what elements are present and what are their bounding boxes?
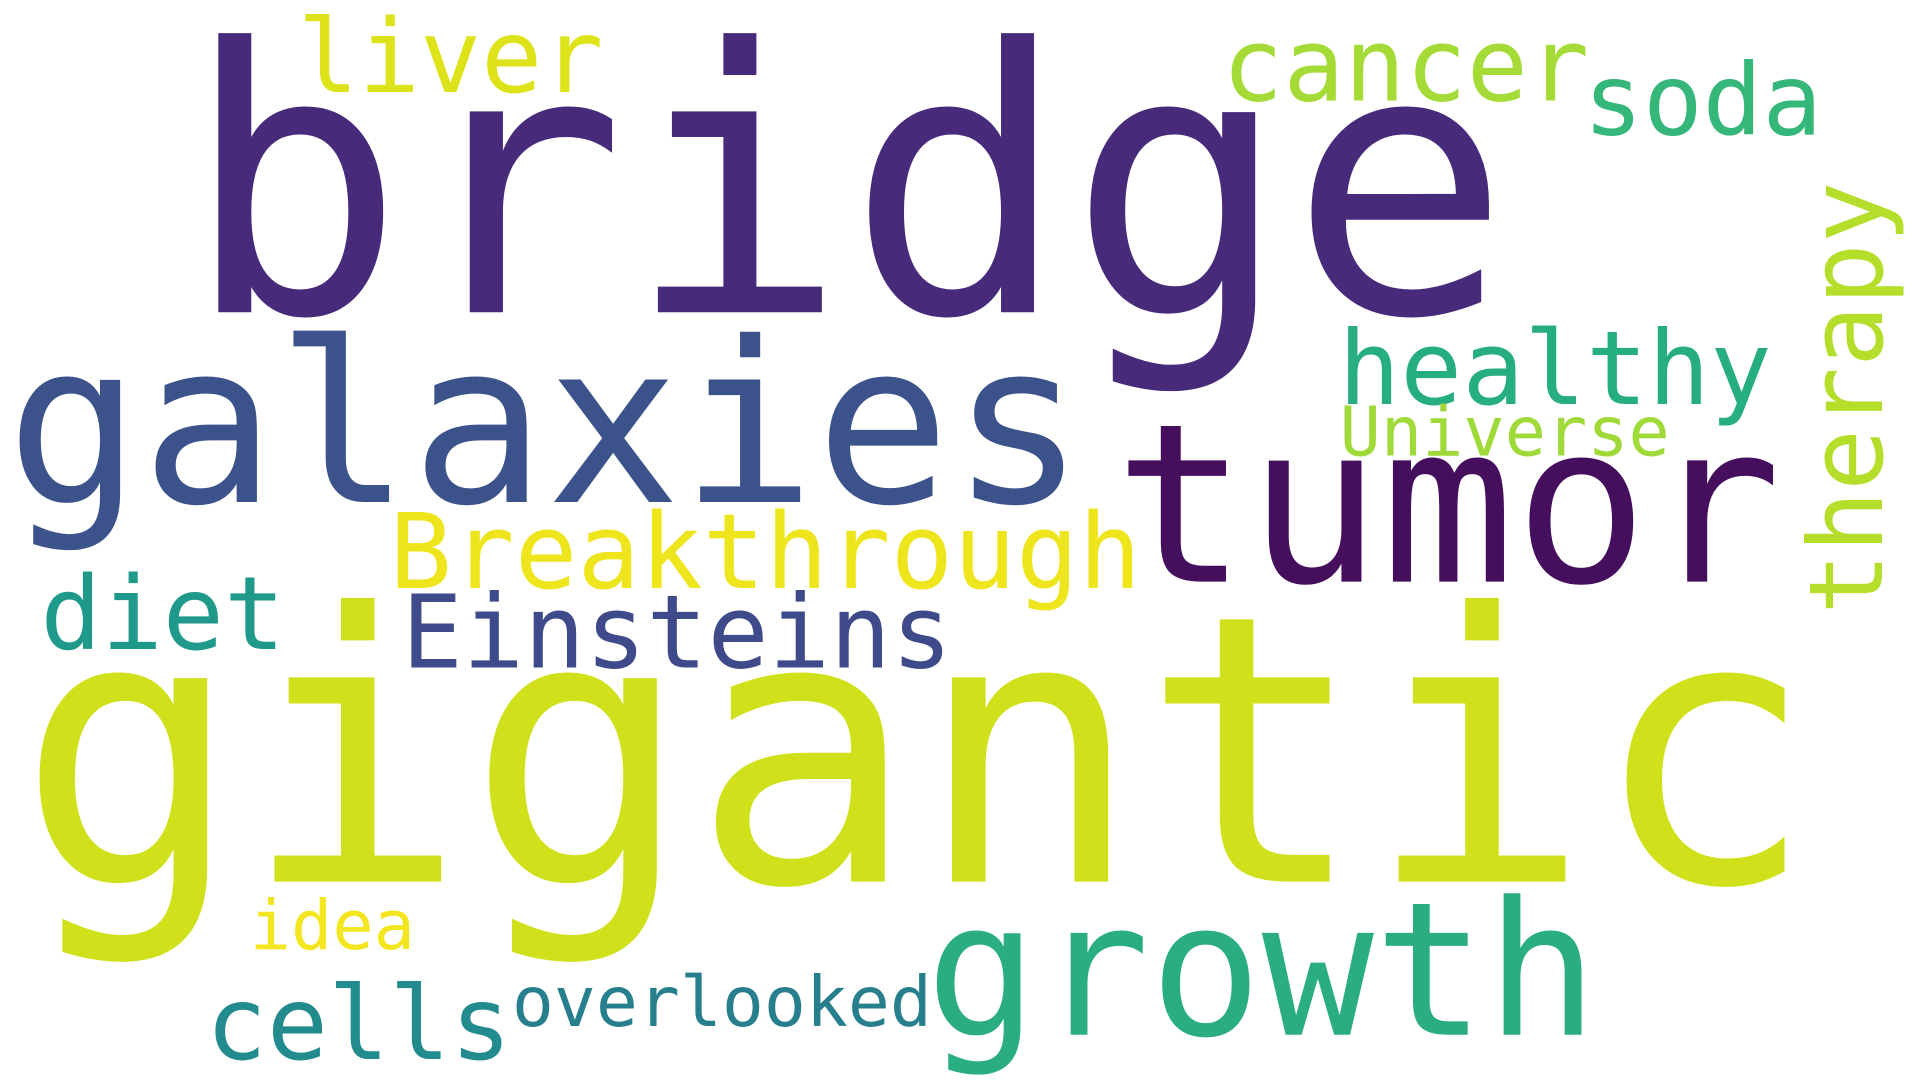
word: Breakthrough xyxy=(389,491,1141,613)
word: Universe xyxy=(1340,393,1670,473)
word: gigantic xyxy=(17,536,1816,971)
word: idea xyxy=(250,886,415,966)
word: growth xyxy=(926,862,1598,1079)
word: healthy xyxy=(1338,310,1771,429)
word: diet xyxy=(40,555,285,673)
word: bridge xyxy=(184,0,1511,399)
word: cells xyxy=(206,965,512,1080)
word: Einsteins xyxy=(402,573,953,691)
word: liver xyxy=(298,0,604,116)
word: galaxies xyxy=(6,294,1085,555)
word: cancer xyxy=(1222,6,1589,124)
word: therapy xyxy=(1788,181,1907,614)
word: soda xyxy=(1583,44,1822,159)
word: tumor xyxy=(1114,377,1781,635)
word: overlooked xyxy=(512,962,932,1043)
